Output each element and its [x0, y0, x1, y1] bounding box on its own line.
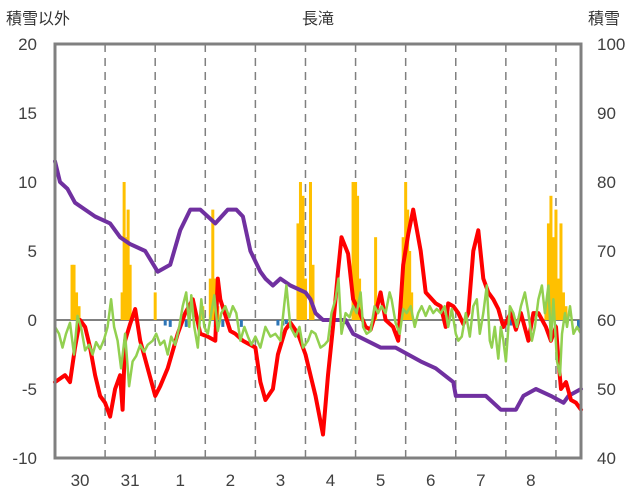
x-tick-label: 2 [226, 471, 235, 490]
left-tick-label: 15 [18, 104, 37, 123]
sunshine_bars-bar [509, 320, 513, 326]
sunshine_bars-bar [168, 320, 172, 327]
x-tick-label: 7 [476, 471, 485, 490]
precip_bars-bar [208, 278, 212, 320]
snow_depth_line [53, 159, 583, 412]
left-axis-label: 積雪以外 [6, 9, 70, 28]
temperature_line [53, 207, 583, 437]
sunshine_bars-bar [239, 320, 243, 327]
left-axis-ticks: 20 15 10 5 0 -5 -10 [12, 35, 37, 468]
plot-frame [53, 42, 583, 460]
right-tick-label: 70 [597, 242, 616, 261]
precip_bars-bar [77, 306, 81, 320]
precip_bars-bar [124, 237, 128, 320]
left-tick-label: 5 [28, 242, 37, 261]
precip_bars-bar [546, 223, 550, 320]
precip_bars-bar [72, 264, 76, 320]
x-tick-label: 3 [276, 471, 285, 490]
x-tick-label: 4 [326, 471, 335, 490]
precip_bars-bar [303, 278, 307, 320]
precip_bars-bar [556, 278, 560, 320]
precip_bars-bar [551, 237, 555, 320]
x-tick-label: 30 [71, 471, 90, 490]
precip_bars-bar [406, 209, 410, 320]
sunshine_bars-bar [276, 320, 280, 326]
sunshine_bars-bar [163, 320, 167, 326]
right-tick-label: 80 [597, 173, 616, 192]
precip_bars-bar [311, 264, 315, 320]
precip_bars-bar [301, 195, 305, 320]
precip_bars-bar [296, 223, 300, 320]
precip_bars-bar [561, 292, 565, 320]
sunshine_bars-bar [221, 320, 225, 327]
precip_bars-bar [75, 292, 79, 320]
left-tick-label: 10 [18, 173, 37, 192]
precip_bars-bar [308, 182, 312, 320]
precip_bars-bar [128, 264, 132, 320]
right-tick-label: 50 [597, 380, 616, 399]
lines-layer [53, 159, 583, 437]
precip_bars-bar [351, 182, 355, 320]
precip_bars-bar [211, 209, 215, 320]
precip_bars-bar [549, 195, 553, 320]
precip_bars-bar [354, 182, 358, 320]
precip_bars-bar [70, 264, 74, 320]
precip_bars-bar [374, 237, 378, 320]
x-tick-label: 31 [121, 471, 140, 490]
precip_bars-bar [126, 209, 130, 320]
x-tick-label: 5 [376, 471, 385, 490]
precip_bars-bar [120, 292, 124, 320]
x-tick-label: 8 [526, 471, 535, 490]
precip_bars-bar [153, 292, 157, 320]
x-tick-label: 1 [176, 471, 185, 490]
x-axis-ticks: 30 31 1 2 3 4 5 6 7 8 [71, 471, 536, 490]
chart-title: 長滝 [302, 9, 334, 28]
right-tick-label: 60 [597, 311, 616, 330]
left-tick-label: 0 [28, 311, 37, 330]
right-axis-label: 積雪 [588, 9, 620, 28]
precip_bars-bar [554, 209, 558, 320]
wind_line [53, 277, 583, 388]
left-tick-label: 20 [18, 35, 37, 54]
precip_bars-bar [298, 182, 302, 320]
x-tick-label: 6 [426, 471, 435, 490]
precip_bars-bar [122, 182, 126, 320]
right-axis-ticks: 100 90 80 70 60 50 40 [597, 35, 625, 468]
right-tick-label: 90 [597, 104, 616, 123]
right-tick-label: 100 [597, 35, 625, 54]
precip_bars-bar [559, 223, 563, 320]
left-tick-label: -10 [12, 449, 37, 468]
sunshine_bars-bar [284, 320, 288, 325]
left-tick-label: -5 [22, 380, 37, 399]
right-tick-label: 40 [597, 449, 616, 468]
sunshine_bars-bar [184, 320, 188, 327]
precip_bars-bar [356, 195, 360, 320]
sunshine_bars-bar [576, 320, 580, 329]
precip_bars-bar [408, 251, 412, 320]
